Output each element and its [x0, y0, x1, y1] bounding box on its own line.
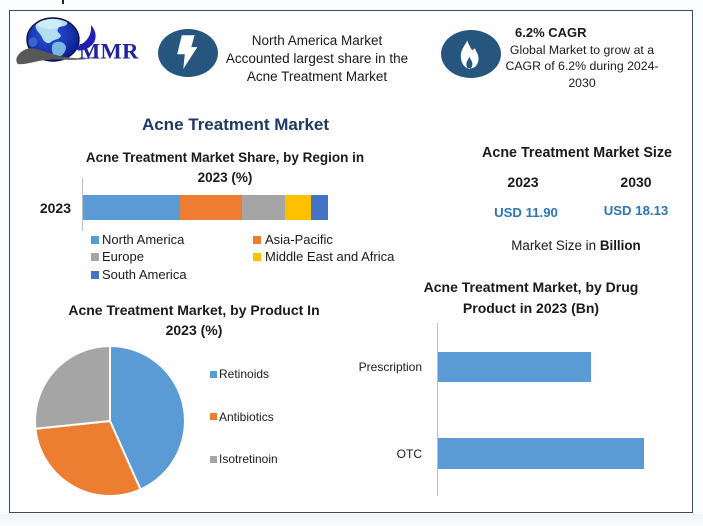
svg-text:MMR: MMR: [79, 39, 139, 64]
